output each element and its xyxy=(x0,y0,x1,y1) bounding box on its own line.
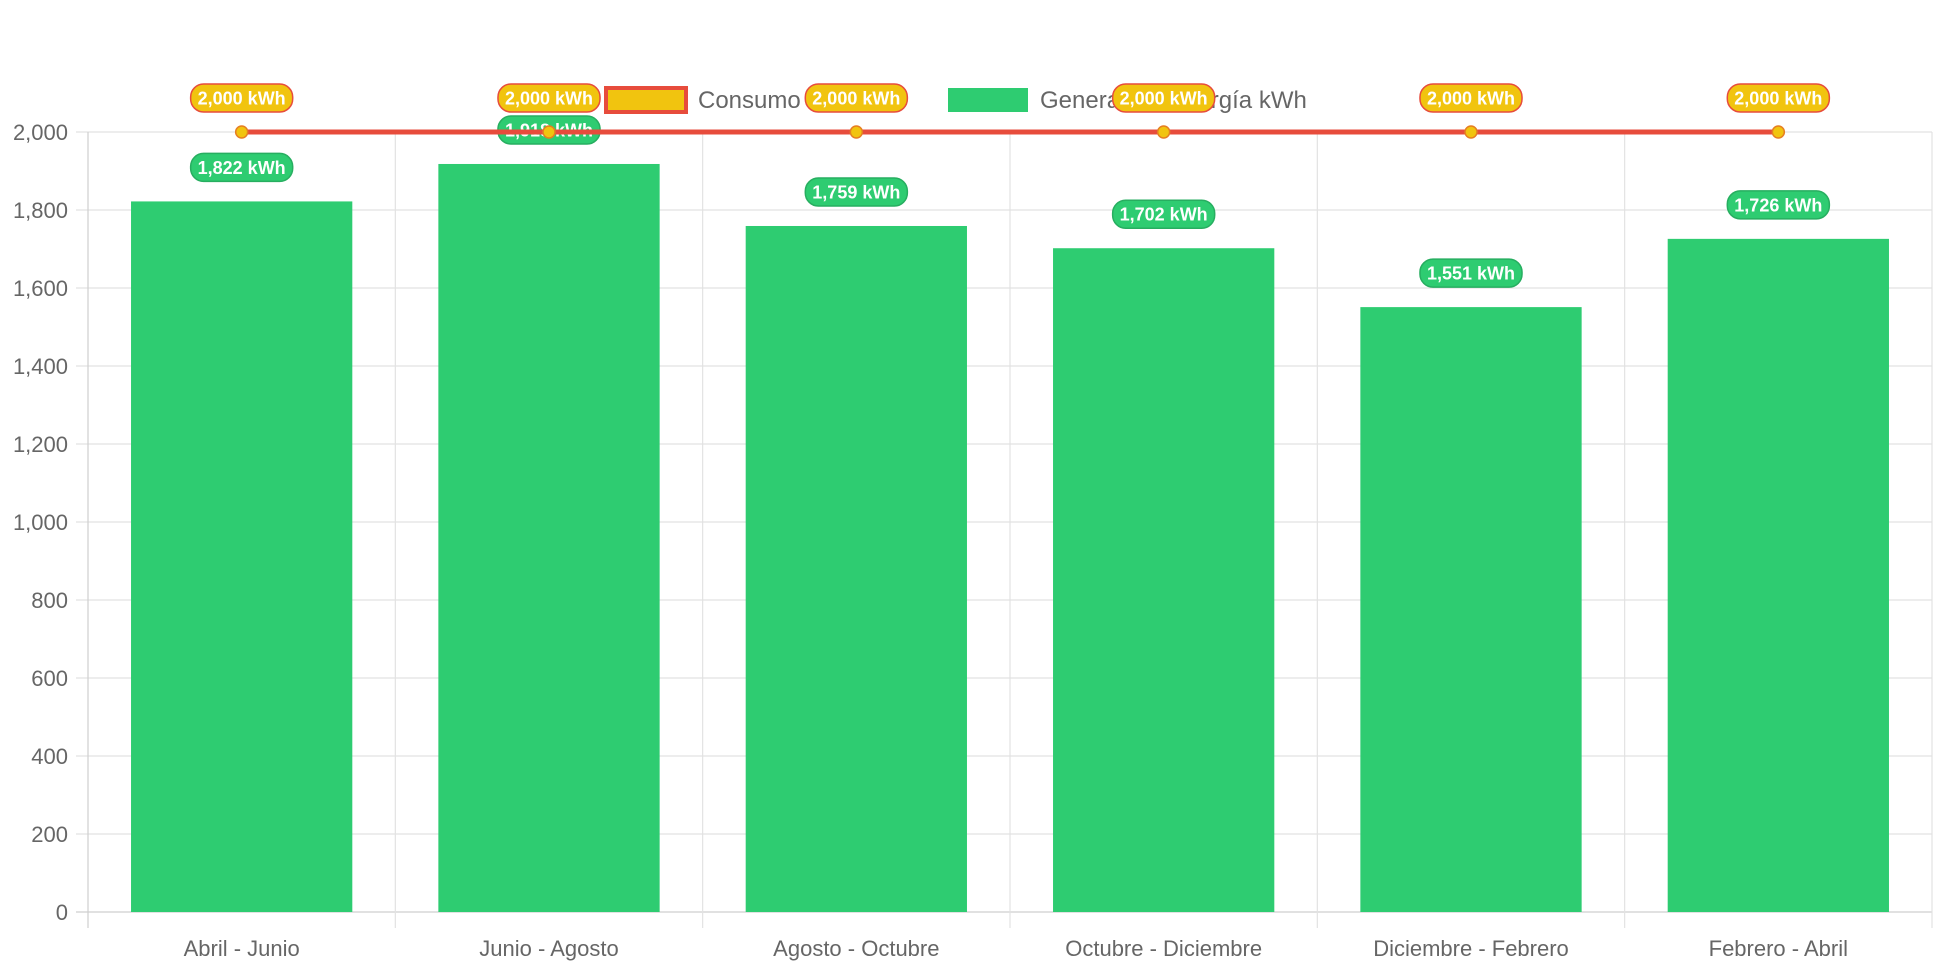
y-tick-label: 1,800 xyxy=(13,198,68,223)
line-data-label-text: 2,000 kWh xyxy=(198,89,286,109)
bar-data-label: 1,759 kWh xyxy=(804,177,909,207)
line-data-label-text: 2,000 kWh xyxy=(505,89,593,109)
line-data-label: 2,000 kWh xyxy=(804,83,909,113)
bar xyxy=(1053,248,1275,913)
line-series xyxy=(234,125,1786,139)
line-data-label-text: 2,000 kWh xyxy=(1120,89,1208,109)
line-data-label-text: 2,000 kWh xyxy=(1427,89,1515,109)
line-point xyxy=(1464,125,1478,139)
line-point xyxy=(1771,125,1786,139)
line-data-label-text: 2,000 kWh xyxy=(1734,89,1822,109)
bar xyxy=(745,225,967,913)
grid-lines xyxy=(76,131,1933,928)
y-tick-label: 0 xyxy=(56,900,68,925)
legend-swatch-generacion xyxy=(948,88,1028,112)
bar-data-label-text: 1,759 kWh xyxy=(812,182,900,202)
x-tick-label: Agosto - Octubre xyxy=(773,936,939,961)
bar-data-label-text: 1,551 kWh xyxy=(1427,264,1515,284)
bar-data-label: 1,726 kWh xyxy=(1726,190,1831,220)
bar-data-label: 1,822 kWh xyxy=(189,152,294,183)
bar-data-label-box xyxy=(1726,190,1831,220)
y-tick-label: 1,000 xyxy=(13,510,68,535)
line-data-label: 2,000 kWh xyxy=(497,83,601,113)
x-tick-label: Junio - Agosto xyxy=(479,936,618,961)
x-tick-label: Abril - Junio xyxy=(184,936,300,961)
x-axis-ticks: Abril - Junio Junio - Agosto Agosto - Octu… xyxy=(184,936,1848,961)
y-tick-label: 1,400 xyxy=(13,354,68,379)
line-point xyxy=(849,125,864,139)
bar-data-label-box xyxy=(804,177,909,207)
line-data-labels: 2,000 kWh 2,000 kWh 2,000 kWh 2,000 kWh 2,00… xyxy=(189,83,1831,113)
y-tick-label: 2,000 xyxy=(13,120,68,145)
line-point xyxy=(234,125,249,139)
bar xyxy=(438,163,660,913)
bar-data-label-text: 1,702 kWh xyxy=(1120,205,1208,225)
line-data-label: 2,000 kWh xyxy=(1419,83,1523,113)
y-tick-label: 600 xyxy=(31,666,68,691)
bar xyxy=(131,201,353,913)
line-point xyxy=(1156,125,1171,139)
bar-data-label-text: 1,822 kWh xyxy=(198,158,286,178)
bar-data-label: 1,551 kWh xyxy=(1419,258,1523,288)
line-data-label-box xyxy=(497,83,601,113)
x-tick-label: Febrero - Abril xyxy=(1709,936,1848,961)
x-tick-label: Octubre - Diciembre xyxy=(1065,936,1262,961)
line-data-label-box xyxy=(1111,83,1216,113)
line-data-label-text: 2,000 kWh xyxy=(812,89,900,109)
bar-data-label-box xyxy=(1111,199,1216,229)
bar-data-label-box xyxy=(189,152,294,183)
x-tick-label: Diciembre - Febrero xyxy=(1373,936,1569,961)
bar xyxy=(1360,307,1582,912)
line-data-label-box xyxy=(804,83,909,113)
line-data-label-box xyxy=(189,83,294,113)
bar-data-label-text: 1,726 kWh xyxy=(1734,195,1822,215)
y-tick-label: 800 xyxy=(31,588,68,613)
legend-swatch-consumo xyxy=(604,86,688,114)
bar-series xyxy=(131,163,1889,913)
line-point xyxy=(542,125,556,139)
line-data-label: 2,000 kWh xyxy=(1111,83,1216,113)
y-axis-ticks: 0 200 400 600 800 1,000 1,200 1,400 1,600 1,800 2,… xyxy=(13,120,68,925)
y-tick-label: 200 xyxy=(31,822,68,847)
y-tick-label: 400 xyxy=(31,744,68,769)
line-data-label-box xyxy=(1419,83,1523,113)
line-data-label: 2,000 kWh xyxy=(189,83,294,113)
line-data-label-box xyxy=(1726,83,1831,113)
bar-data-label-box xyxy=(1419,258,1523,288)
y-tick-label: 1,200 xyxy=(13,432,68,457)
bar xyxy=(1667,238,1889,913)
y-tick-label: 1,600 xyxy=(13,276,68,301)
bar-data-label: 1,702 kWh xyxy=(1111,199,1216,229)
line-data-label: 2,000 kWh xyxy=(1726,83,1831,113)
